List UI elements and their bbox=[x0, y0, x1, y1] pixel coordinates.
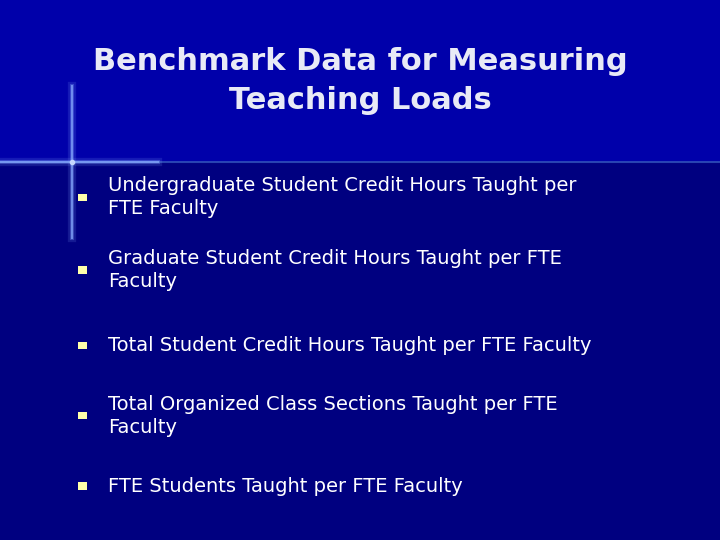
Bar bbox=[78, 413, 88, 419]
Bar bbox=[78, 193, 88, 200]
Text: FTE Students Taught per FTE Faculty: FTE Students Taught per FTE Faculty bbox=[108, 476, 463, 496]
Text: Graduate Student Credit Hours Taught per FTE
Faculty: Graduate Student Credit Hours Taught per… bbox=[108, 249, 562, 291]
Bar bbox=[0, 162, 720, 540]
Text: Undergraduate Student Credit Hours Taught per
FTE Faculty: Undergraduate Student Credit Hours Taugh… bbox=[108, 176, 577, 218]
Text: Total Student Credit Hours Taught per FTE Faculty: Total Student Credit Hours Taught per FT… bbox=[108, 336, 592, 355]
Bar bbox=[78, 342, 88, 349]
Bar bbox=[0, 0, 720, 162]
Bar bbox=[78, 267, 88, 273]
Text: Benchmark Data for Measuring
Teaching Loads: Benchmark Data for Measuring Teaching Lo… bbox=[93, 48, 627, 114]
Bar bbox=[78, 483, 88, 489]
Text: Total Organized Class Sections Taught per FTE
Faculty: Total Organized Class Sections Taught pe… bbox=[108, 395, 557, 437]
